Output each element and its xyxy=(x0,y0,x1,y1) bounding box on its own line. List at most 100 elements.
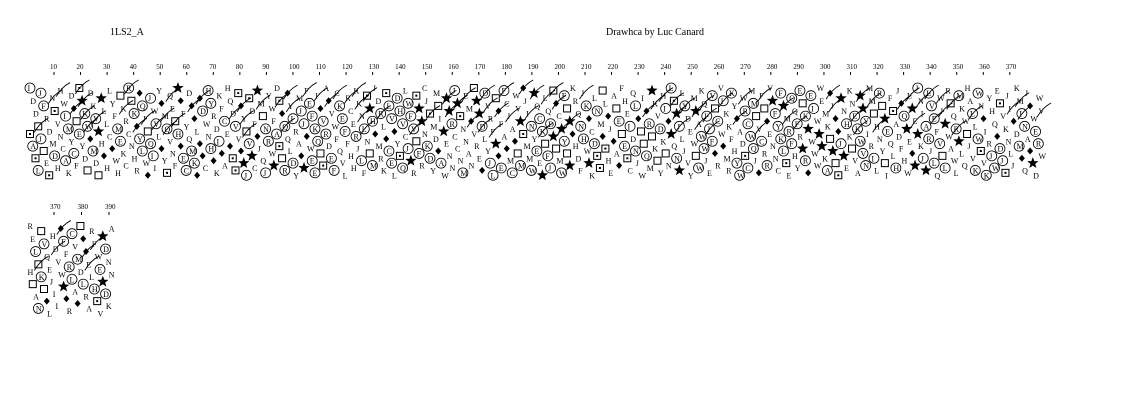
residue-letter: Q xyxy=(282,122,288,131)
residue-circle xyxy=(421,140,433,152)
residue-letter: M xyxy=(430,122,437,131)
residue-letter: R xyxy=(449,120,455,129)
residue-circle xyxy=(980,169,992,181)
residue-letter: K xyxy=(855,125,861,134)
cluster-contour xyxy=(518,79,534,95)
residue-letter: K xyxy=(847,87,853,96)
proline-star-icon xyxy=(690,105,702,116)
threonine-square-icon xyxy=(647,132,656,141)
residue-circle xyxy=(526,165,537,176)
residue-letter: F xyxy=(252,120,257,129)
residue-circle xyxy=(800,155,811,167)
residue-letter: N xyxy=(666,162,672,171)
residue-circle xyxy=(775,87,787,99)
residue-letter: W xyxy=(1030,115,1038,124)
residue-circle xyxy=(391,92,403,104)
residue-letter: C xyxy=(452,132,457,141)
residue-letter: E xyxy=(47,265,52,274)
residue-letter: N xyxy=(109,270,115,279)
residue-letter: V xyxy=(247,140,253,149)
glycine-diamond-icon xyxy=(835,127,842,135)
residue-letter: M xyxy=(91,147,98,156)
residue-letter: Y xyxy=(430,166,436,175)
glycine-diamond-icon xyxy=(372,130,379,138)
serine-dotted-square-icon xyxy=(363,91,372,100)
residue-letter: F xyxy=(362,169,367,178)
residue-letter: K xyxy=(660,137,666,146)
residue-letter: N xyxy=(1006,137,1012,146)
cluster-contour xyxy=(524,105,539,120)
glycine-diamond-icon xyxy=(980,115,987,123)
residue-circle xyxy=(860,115,872,127)
residue-letter: C xyxy=(745,120,750,129)
glycine-diamond-icon xyxy=(755,169,762,177)
cluster-contour xyxy=(84,255,100,271)
residue-letter: J xyxy=(488,159,491,168)
residue-letter: I xyxy=(217,137,220,146)
residue-letter: A xyxy=(63,157,69,166)
threonine-square-icon xyxy=(28,280,37,289)
residue-letter: H xyxy=(351,164,357,173)
glycine-diamond-icon xyxy=(191,115,198,123)
residue-circle xyxy=(66,273,78,285)
residue-circle xyxy=(717,95,729,107)
residue-letter: K xyxy=(106,302,112,311)
residue-letter: F xyxy=(499,120,504,129)
cluster-contour xyxy=(529,84,545,100)
residue-circle xyxy=(726,87,737,99)
cluster-contour xyxy=(968,105,983,120)
glycine-diamond-icon xyxy=(599,132,606,140)
residue-letter: J xyxy=(754,157,757,166)
residue-letter: D xyxy=(230,110,236,119)
residue-circle xyxy=(534,113,546,125)
residue-letter: Q xyxy=(951,112,957,121)
residue-letter: Q xyxy=(888,140,894,149)
tick-label: 230 xyxy=(634,63,645,71)
residue-letter: J xyxy=(452,87,455,96)
glycine-diamond-icon xyxy=(144,171,151,179)
residue-letter: D xyxy=(291,159,297,168)
proline-star-icon xyxy=(268,159,280,171)
cluster-contour xyxy=(33,117,49,133)
residue-letter: H xyxy=(874,122,880,131)
glycine-diamond-icon xyxy=(1027,147,1034,155)
residue-letter: L xyxy=(107,87,112,96)
residue-circle xyxy=(580,100,592,112)
residue-letter: C xyxy=(556,112,561,121)
threonine-square-icon xyxy=(963,130,972,138)
residue-circle xyxy=(923,87,935,99)
residue-letter: C xyxy=(759,137,764,146)
residue-letter: E xyxy=(98,265,103,274)
residue-letter: M xyxy=(647,164,654,173)
residue-circle xyxy=(68,148,80,159)
residue-letter: J xyxy=(356,145,359,154)
residue-letter: R xyxy=(378,110,384,119)
proline-star-icon xyxy=(1027,157,1039,168)
glycine-diamond-icon xyxy=(196,140,203,148)
proline-star-icon xyxy=(953,135,965,147)
glycine-diamond-icon xyxy=(435,147,442,155)
residue-letter: H xyxy=(55,164,61,173)
residue-circle xyxy=(928,157,940,169)
residue-letter: Y xyxy=(241,115,247,124)
serine-dot xyxy=(744,154,747,157)
residue-circle xyxy=(262,135,274,147)
residue-circle xyxy=(334,100,346,112)
threonine-square-icon xyxy=(34,260,43,269)
serine-dot xyxy=(322,164,325,167)
residue-letter: D xyxy=(200,107,206,116)
residue-letter: M xyxy=(956,92,963,101)
tick-label: 340 xyxy=(926,63,937,71)
residue-letter: R xyxy=(123,117,129,126)
proline-star-icon xyxy=(838,149,850,161)
proline-star-icon xyxy=(879,112,891,124)
residue-letter: D xyxy=(53,245,59,254)
residue-letter: F xyxy=(219,104,224,113)
residue-letter: Y xyxy=(688,171,694,180)
residue-letter: E xyxy=(622,142,627,151)
residue-letter: C xyxy=(203,164,208,173)
residue-letter: I xyxy=(641,94,644,103)
residue-letter: W xyxy=(702,145,710,154)
residue-letter: K xyxy=(91,102,97,111)
residue-circle xyxy=(33,303,44,314)
